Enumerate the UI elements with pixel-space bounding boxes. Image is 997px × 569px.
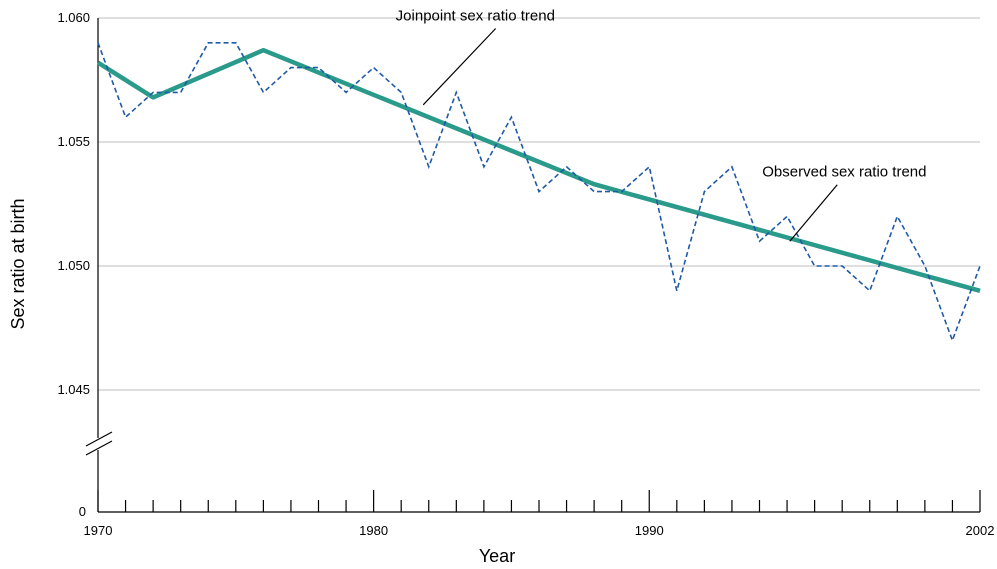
y-tick-label-zero: 0 xyxy=(79,504,86,519)
x-axis-title: Year xyxy=(479,546,515,566)
y-tick-label: 1.045 xyxy=(57,382,90,397)
x-tick-label: 1970 xyxy=(84,523,113,538)
axis-break-mark xyxy=(85,440,113,456)
joinpoint-trend-line xyxy=(96,47,981,293)
observed-trend-line xyxy=(97,41,981,343)
annotation-pointer xyxy=(422,28,497,106)
axes xyxy=(85,18,981,513)
annotation-observed-label: Observed sex ratio trend xyxy=(762,164,926,181)
annotation-pointer xyxy=(789,184,838,242)
axis-break-mark xyxy=(85,431,113,447)
annotations: Joinpoint sex ratio trend Observed sex ra… xyxy=(396,7,927,242)
y-tick-label: 1.050 xyxy=(57,258,90,273)
x-tick-label: 2002 xyxy=(966,523,995,538)
y-tick-label: 1.055 xyxy=(57,134,90,149)
grid-lines xyxy=(98,17,980,391)
y-axis-title: Sex ratio at birth xyxy=(8,198,28,329)
annotation-joinpoint-label: Joinpoint sex ratio trend xyxy=(396,7,555,24)
x-tick-label: 1990 xyxy=(635,523,664,538)
tick-labels: 1.045 1.050 1.055 1.060 0 1970 1980 1990 2002 xyxy=(57,10,994,538)
x-tick-label: 1980 xyxy=(359,523,388,538)
y-tick-label: 1.060 xyxy=(57,10,90,25)
data-series xyxy=(96,41,981,343)
